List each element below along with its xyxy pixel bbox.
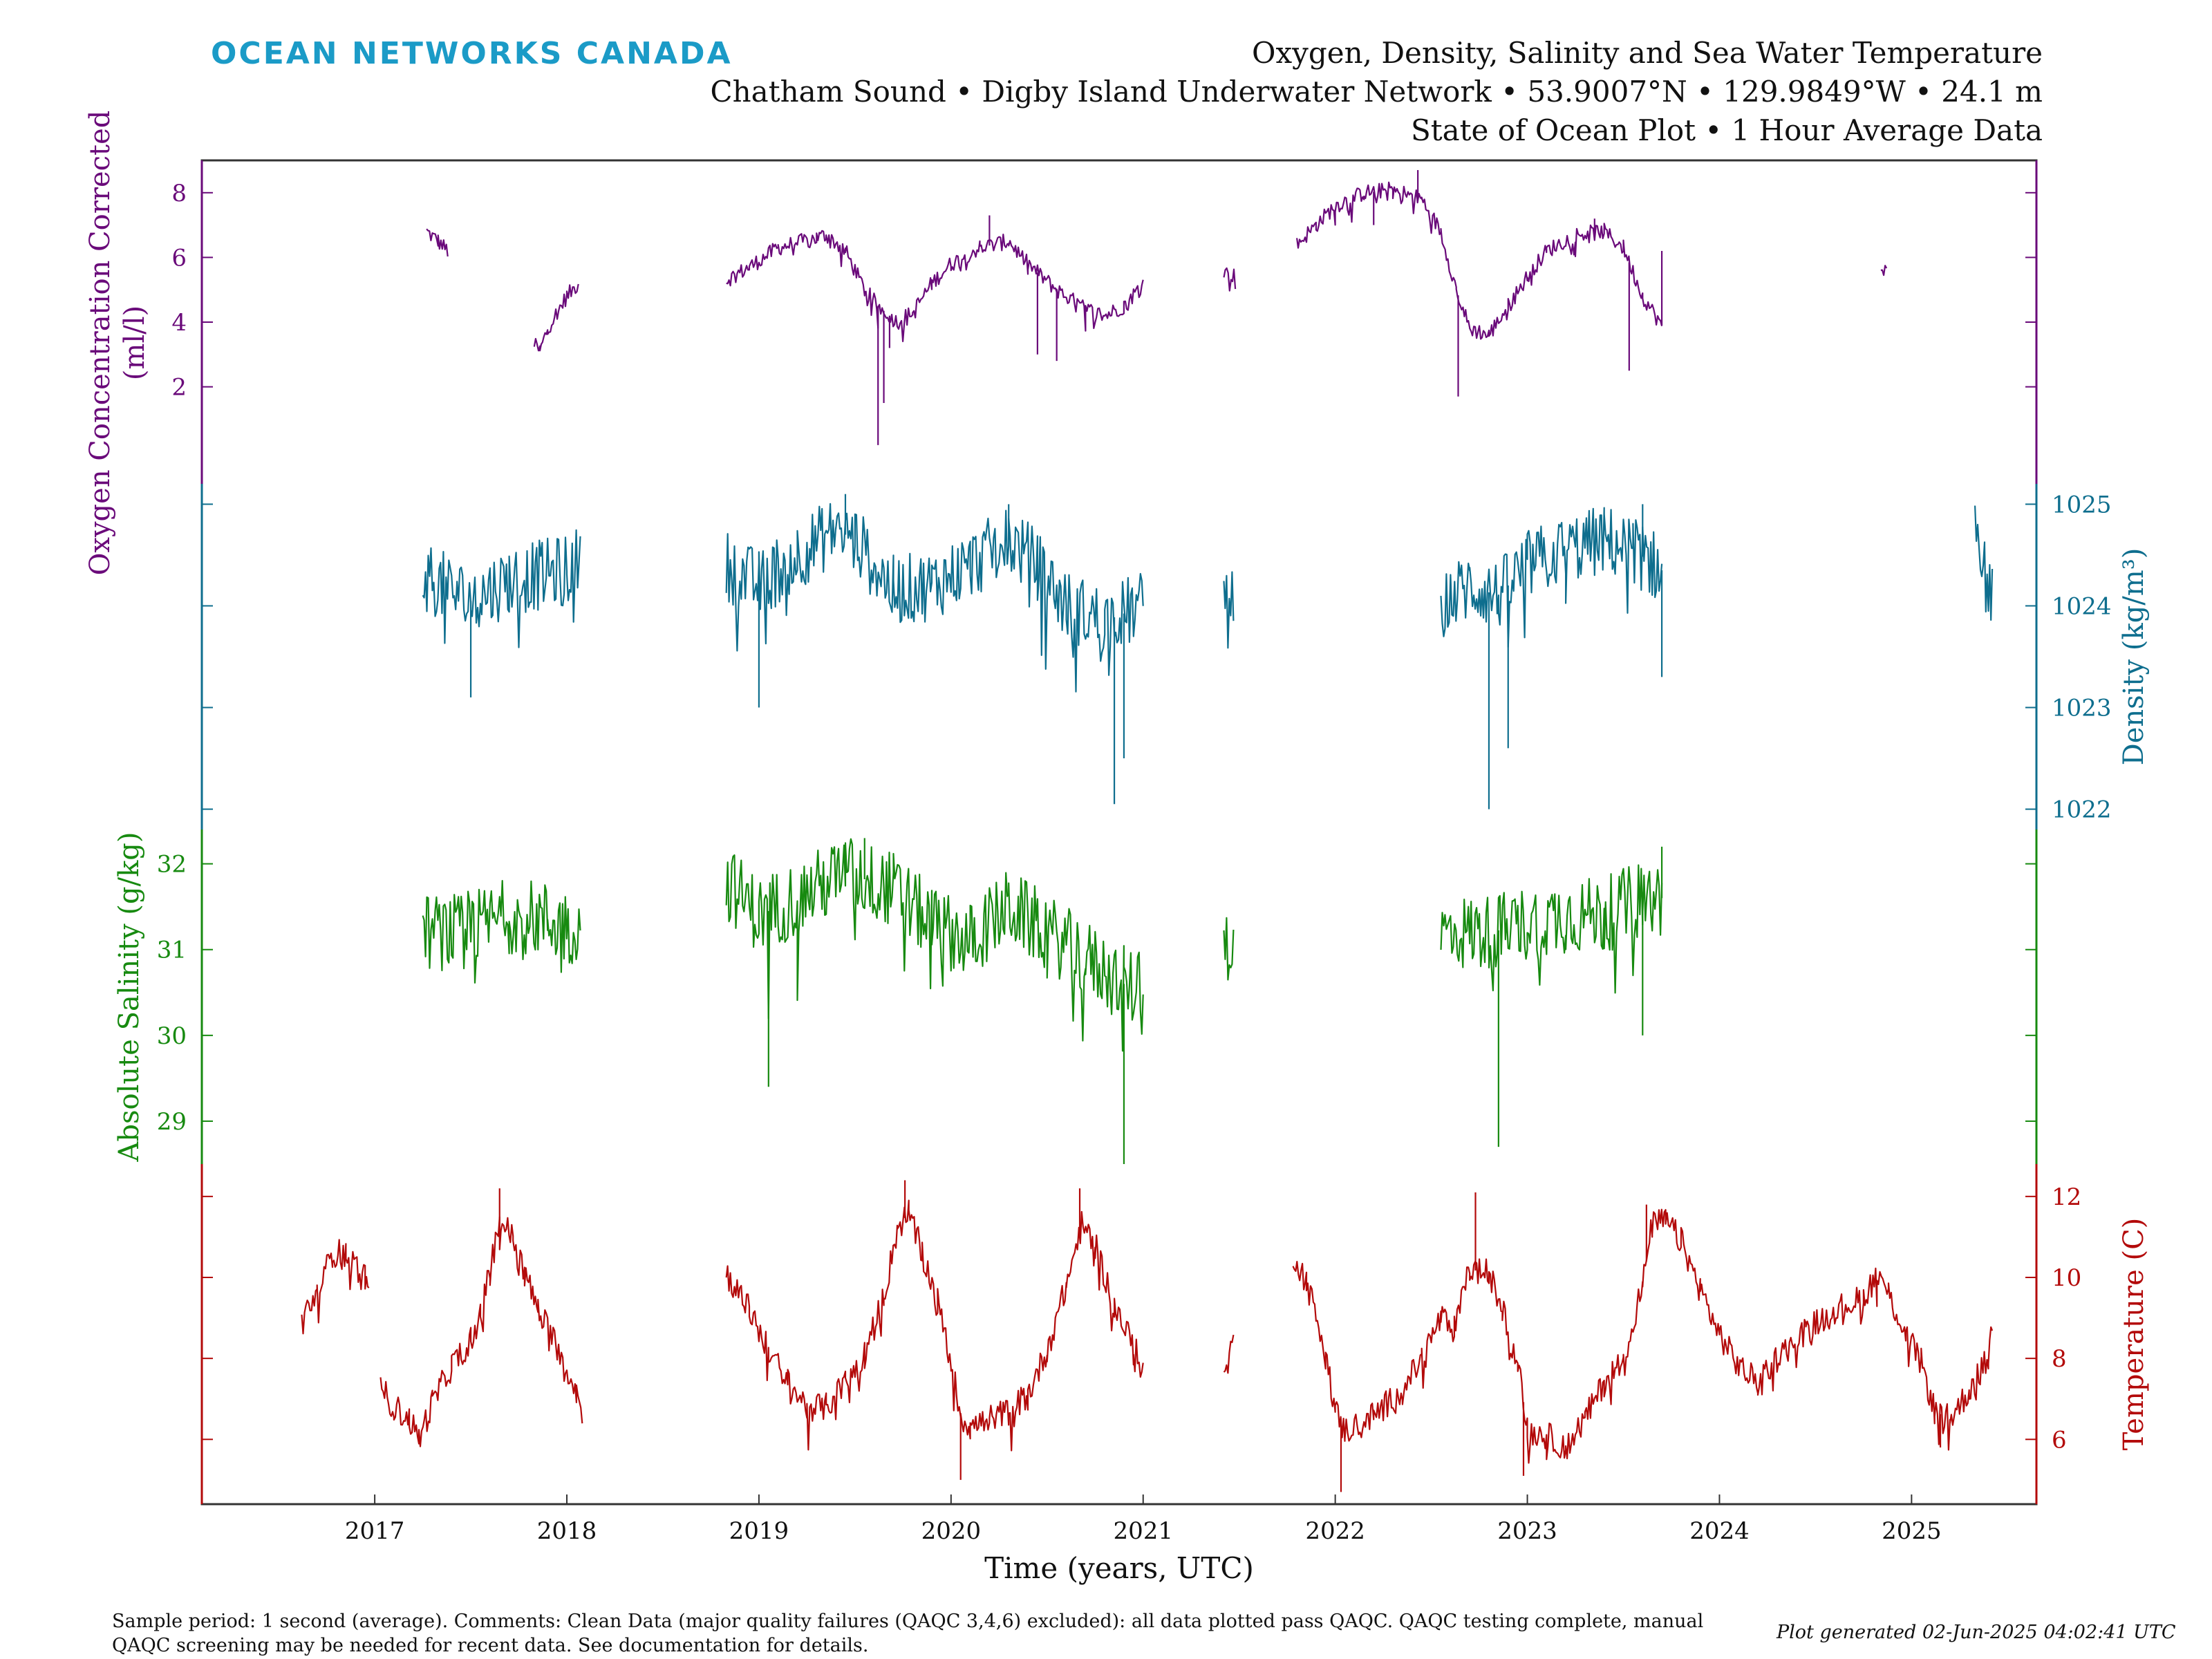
temperature-segment	[301, 1239, 370, 1335]
absolute-salinity-segment	[1440, 864, 1663, 994]
x-tick-label: 2023	[1497, 1517, 1557, 1545]
x-tick-label: 2024	[1689, 1517, 1750, 1545]
absolute-salinity-y-tick-label: 31	[157, 937, 187, 964]
density-y-tick-label: 1025	[2052, 491, 2112, 518]
footer-comment-line2: QAQC screening may be needed for recent …	[112, 1635, 869, 1656]
oxygen-concentration-corrected-segment	[426, 228, 449, 257]
temperature-y-tick-label: 6	[2052, 1426, 2067, 1454]
footer-comment-line1: Sample period: 1 second (average). Comme…	[112, 1611, 1704, 1632]
oxygen-concentration-corrected-segment	[533, 283, 579, 352]
absolute-salinity-y-axis-label: Absolute Salinity (g/kg)	[113, 832, 145, 1162]
chart-title: Oxygen, Density, Salinity and Sea Water …	[1252, 36, 2043, 70]
absolute-salinity-y-tick-label: 30	[157, 1022, 187, 1050]
x-tick-label: 2025	[1882, 1517, 1942, 1545]
temperature-y-tick-label: 8	[2052, 1345, 2067, 1373]
density-segment	[1223, 571, 1235, 649]
oxygen-concentration-corrected-y-tick-label: 2	[171, 374, 187, 402]
chart-subtitle-location: Chatham Sound • Digby Island Underwater …	[710, 75, 2043, 109]
oxygen-concentration-corrected-y-axis-label-line2: (ml/l)	[119, 306, 151, 380]
x-tick-label: 2022	[1305, 1517, 1365, 1545]
absolute-salinity-y-tick-label: 29	[157, 1108, 187, 1136]
density-y-tick-label: 1022	[2052, 796, 2112, 824]
oxygen-concentration-corrected-y-tick-label: 6	[171, 244, 187, 272]
temperature-segment	[379, 1216, 583, 1447]
x-tick-label: 2019	[729, 1517, 789, 1545]
density-segment	[1440, 507, 1663, 648]
oxygen-concentration-corrected-segment	[1296, 181, 1663, 340]
absolute-salinity-segment	[725, 838, 1144, 1052]
oxygen-concentration-corrected-segment	[726, 229, 1144, 342]
absolute-salinity-segment	[1223, 917, 1235, 981]
density-segment	[1974, 505, 1994, 621]
temperature-segment	[725, 1199, 1144, 1452]
temperature-segment	[1223, 1334, 1235, 1374]
x-tick-label: 2018	[537, 1517, 597, 1545]
temperature-y-tick-label: 12	[2052, 1183, 2081, 1211]
density-y-tick-label: 1024	[2052, 592, 2112, 620]
density-y-tick-label: 1023	[2052, 695, 2112, 722]
oxygen-concentration-corrected-y-tick-label: 4	[171, 309, 187, 337]
temperature-y-axis-label: Temperature (C)	[2118, 1218, 2150, 1451]
oxygen-concentration-corrected-y-axis-label-line1: Oxygen Concentration Corrected	[84, 111, 116, 576]
x-tick-label: 2020	[921, 1517, 982, 1545]
chart-subtitle-plot-type: State of Ocean Plot • 1 Hour Average Dat…	[1410, 113, 2043, 147]
oxygen-concentration-corrected-segment	[1880, 265, 1888, 276]
temperature-y-tick-label: 10	[2052, 1264, 2081, 1292]
oxygen-concentration-corrected-y-tick-label: 8	[171, 180, 187, 207]
absolute-salinity-segment	[422, 880, 581, 984]
density-segment	[725, 503, 1144, 693]
brand-logo-text: OCEAN NETWORKS CANADA	[211, 36, 733, 71]
x-axis-label: Time (years, UTC)	[984, 1551, 1254, 1585]
oxygen-concentration-corrected-y-axis-label: Oxygen Concentration Corrected (ml/l)	[84, 111, 151, 576]
x-tick-label: 2017	[345, 1517, 405, 1545]
x-tick-label: 2021	[1113, 1517, 1173, 1545]
absolute-salinity-y-tick-label: 32	[157, 851, 187, 879]
density-y-axis-label: Density (kg/m³)	[2118, 548, 2150, 766]
plot-generated-timestamp: Plot generated 02-Jun-2025 04:02:41 UTC	[1777, 1622, 2176, 1643]
oxygen-concentration-corrected-segment	[1223, 267, 1237, 292]
plot-frame	[200, 159, 2038, 1506]
temperature-segment	[1292, 1208, 1994, 1464]
density-segment	[422, 529, 581, 648]
